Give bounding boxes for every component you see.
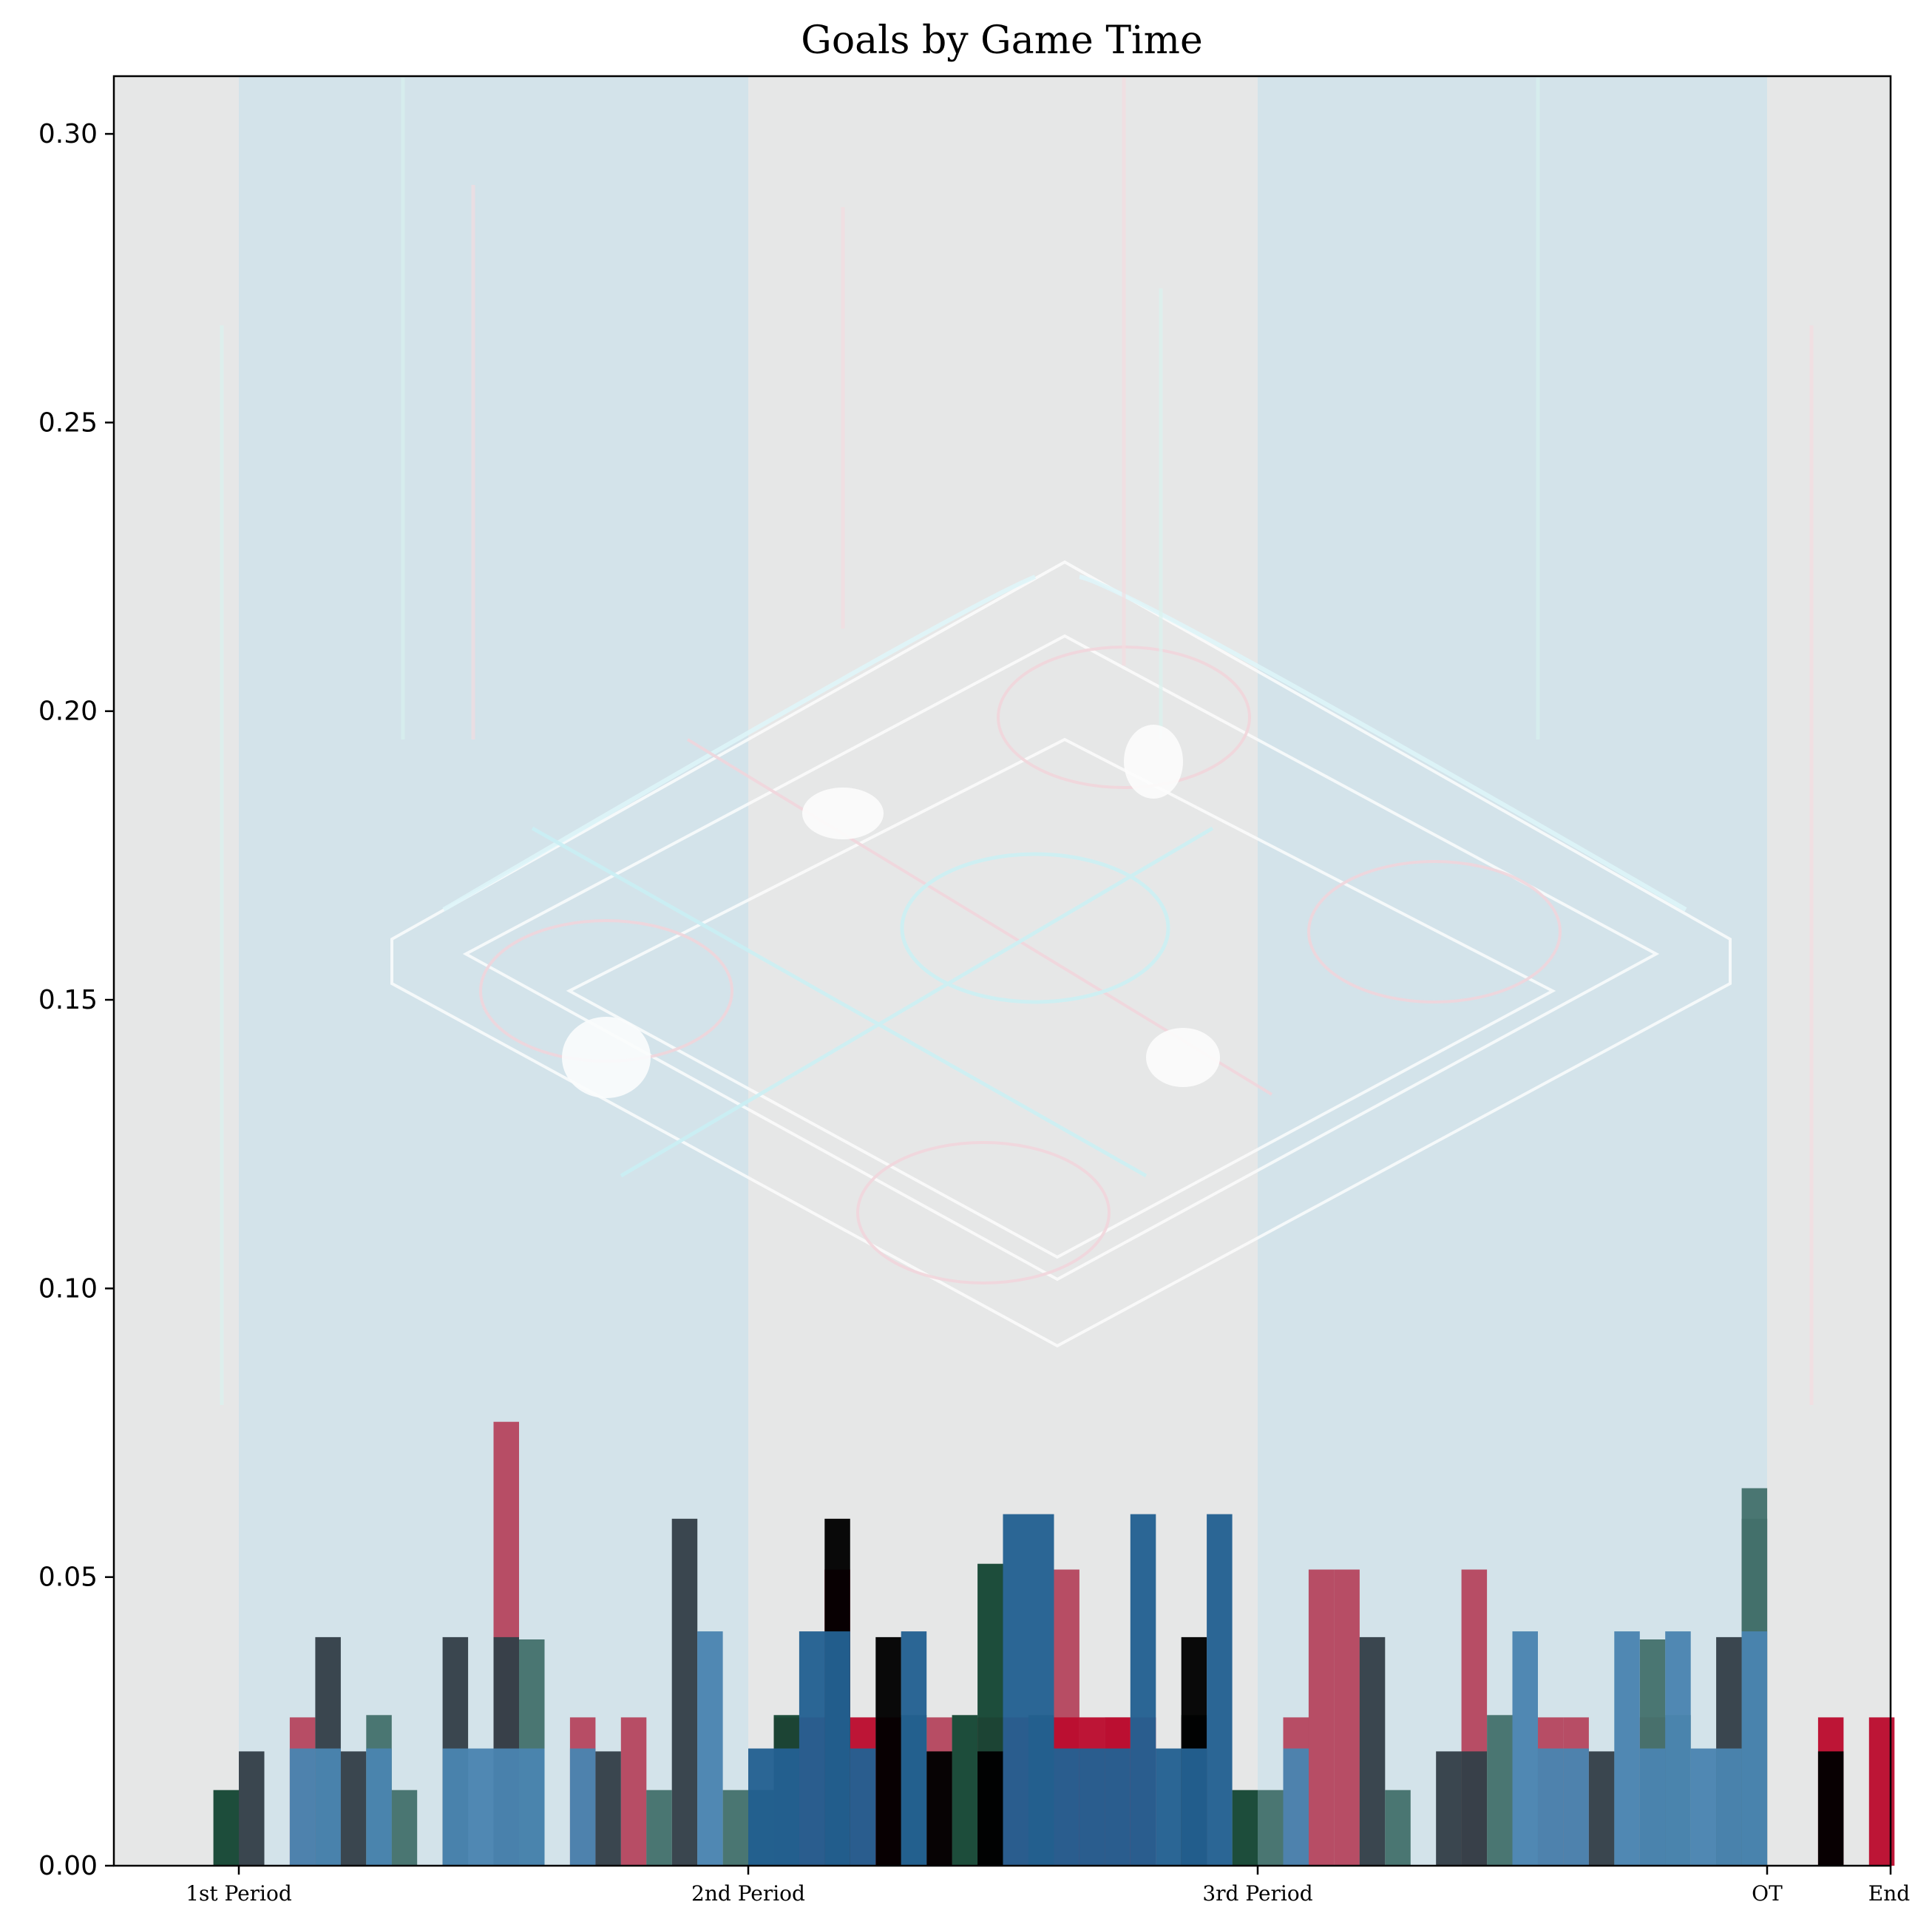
hockey-rink-illustration [220,78,1814,1405]
bar-steel_blue-16 [1690,1748,1717,1866]
bar-black-2 [926,1751,952,1866]
x-tick-label: End [1868,1881,1910,1906]
bar-steel_blue-13 [1614,1631,1640,1866]
bar-dark_green-4 [952,1715,978,1866]
y-tick-label: 0.10 [38,1273,98,1304]
bar-steel_blue-6 [519,1748,545,1866]
bar-teal-7 [1487,1715,1513,1866]
bar-dark_slate-6 [671,1518,698,1866]
bar-dark_green-0 [213,1790,240,1866]
y-tick-label: 0.05 [38,1563,98,1593]
y-tick-label: 0.00 [38,1851,98,1881]
plot-frame [112,75,1892,1867]
bar-steel_blue-9 [1283,1748,1309,1866]
bar-dark_green-8 [1232,1790,1258,1866]
bar-pink-3 [620,1717,647,1866]
bar-steel_blue-12 [1563,1748,1589,1866]
bar-steel_blue-3 [442,1748,469,1866]
y-tick-label: 0.25 [38,407,98,438]
bar-dark_slate-7 [1359,1636,1386,1866]
bar-steel_blue-11 [1537,1748,1564,1866]
bar-dark_slate-9 [1461,1751,1488,1866]
bar-teal-3 [646,1790,672,1866]
bar-teal-1 [391,1790,418,1866]
bar-deep_blue-8 [1054,1748,1079,1866]
y-tick-label: 0.15 [38,985,98,1015]
bar-steel_blue-1 [315,1748,341,1866]
bar-steel_blue-7 [569,1748,596,1866]
bar-steel_blue-2 [366,1748,392,1866]
bar-deep_blue-11 [1130,1514,1156,1866]
bar-dark_slate-10 [1588,1751,1615,1866]
chart-title: Goals by Game Time [801,18,1202,63]
bar-dark_slate-5 [595,1751,621,1866]
bar-teal-5 [1258,1790,1284,1866]
bar-deep_blue-1 [773,1748,799,1866]
bar-teal-4 [722,1790,749,1866]
bar-deep_blue-13 [1181,1748,1207,1866]
bar-deep_blue-2 [799,1631,825,1866]
period-bands [239,76,1767,1866]
bar-steel_blue-5 [493,1748,519,1866]
bar-teal-6 [1385,1790,1411,1866]
bar-steel_blue-17 [1716,1748,1742,1866]
x-tick-label: OT [1752,1881,1783,1906]
x-tick-label: 1st Period [186,1881,292,1906]
bar-deep_blue-9 [1079,1748,1105,1866]
bar-black-3 [977,1751,1003,1866]
histogram-bars [213,1421,1895,1866]
bar-steel_blue-14 [1639,1748,1666,1866]
bar-deep_blue-10 [1105,1748,1131,1866]
bar-dark_slate-2 [340,1751,367,1866]
bar-dark_slate-0 [239,1751,265,1866]
x-tick-label: 2nd Period [691,1881,805,1906]
y-tick-label: 0.30 [38,119,98,149]
bar-deep_blue-12 [1156,1748,1182,1866]
bar-black-5 [1817,1751,1844,1866]
bar-deep_blue-4 [850,1748,876,1866]
bar-deep_blue-5 [901,1631,927,1866]
bar-black-1 [875,1636,901,1866]
bar-deep_blue-14 [1207,1514,1233,1866]
bar-pink-9 [1334,1569,1360,1866]
bar-steel_blue-15 [1665,1631,1691,1866]
bar-dark_slate-8 [1436,1751,1462,1866]
bar-steel_blue-8 [697,1631,723,1866]
bar-steel_blue-10 [1512,1631,1538,1866]
bar-deep_blue-0 [748,1748,774,1866]
x-tick-label: 3rd Period [1202,1881,1312,1906]
y-tick-label: 0.20 [38,697,98,727]
bar-deep_blue-6 [1003,1514,1028,1866]
bar-steel_blue-4 [468,1748,494,1866]
y-axis: 0.00 0.05 0.10 0.15 0.20 0.25 0.30 [38,119,114,1881]
bar-deep_blue-7 [1028,1514,1054,1866]
x-axis: 1st Period 2nd Period 3rd Period OT End [186,1866,1910,1906]
bar-pink-8 [1308,1569,1335,1866]
bar-steel_blue-0 [289,1748,316,1866]
bar-deep_blue-3 [824,1631,850,1866]
bar-steel_blue-18 [1741,1631,1768,1866]
